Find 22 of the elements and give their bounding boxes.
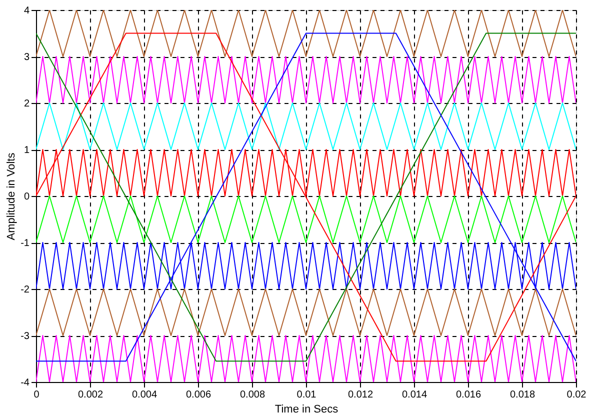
x-tick-label: 0.002 — [78, 390, 104, 400]
x-tick-label: 0.008 — [240, 390, 266, 400]
y-tick-label: 2 — [24, 98, 30, 110]
y-tick-label: 0 — [24, 192, 30, 202]
y-tick-label: -2 — [20, 284, 30, 296]
x-tick-label: 0.004 — [132, 390, 158, 400]
y-tick-label: -3 — [20, 331, 30, 342]
x-tick-label: 0.02 — [566, 390, 587, 400]
x-tick-label: 0.006 — [186, 390, 212, 400]
x-tick-label: 0 — [34, 390, 40, 400]
x-tick-label: 0.012 — [348, 390, 374, 400]
x-axis-title: Time in Secs — [274, 404, 339, 416]
x-tick-label: 0.01 — [296, 390, 317, 400]
x-tick-label: 0.018 — [510, 390, 536, 400]
x-tick-label: 0.016 — [456, 390, 482, 400]
y-tick-label: -4 — [20, 378, 30, 388]
y-tick-label: 4 — [24, 6, 30, 16]
y-tick-label: 1 — [24, 145, 30, 156]
y-tick-label: 3 — [24, 52, 30, 63]
y-axis-title: Amplitude in Volts — [6, 152, 18, 240]
y-tick-label: -1 — [20, 238, 30, 249]
x-tick-label: 0.014 — [402, 390, 428, 400]
